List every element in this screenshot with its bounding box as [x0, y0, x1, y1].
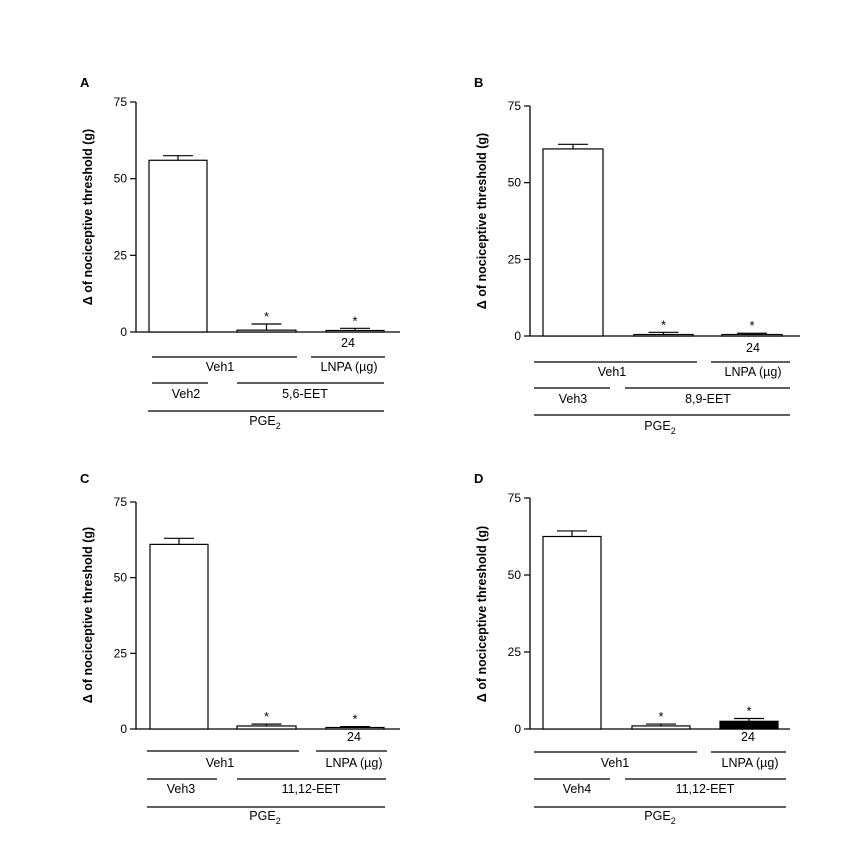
treatment-label-vehicle: Veh2 — [172, 387, 201, 401]
y-tick-label: 50 — [508, 176, 522, 190]
pge-text: PGE — [249, 809, 275, 823]
treatment-label-lnpa: LNPA (µg) — [722, 756, 779, 770]
panel-label: A — [80, 75, 90, 90]
y-axis-label: Δ of nociceptive threshold (g) — [81, 129, 95, 305]
y-tick-label: 75 — [508, 491, 522, 505]
y-tick-label: 0 — [514, 329, 521, 343]
dose-label: 24 — [341, 336, 355, 350]
y-tick-label: 50 — [508, 568, 522, 582]
bar — [325, 329, 385, 333]
pge-text: PGE — [644, 419, 670, 433]
significance-marker: * — [264, 309, 269, 324]
y-tick-label: 25 — [114, 248, 128, 262]
y-tick-label: 75 — [114, 495, 128, 509]
dose-label: 24 — [746, 341, 760, 355]
bar — [325, 726, 385, 730]
y-tick-label: 75 — [508, 99, 522, 113]
pge-subscript: 2 — [276, 816, 281, 826]
significance-marker: * — [264, 709, 269, 724]
treatment-label-veh1: Veh1 — [206, 360, 235, 374]
pge-text: PGE — [249, 414, 275, 428]
panel-a: A 0 25 50 75 Δ of nociceptive threshold (g) * *… — [80, 75, 400, 431]
panel-label: D — [474, 471, 483, 486]
y-tick-label: 0 — [514, 722, 521, 736]
significance-marker: * — [749, 318, 754, 333]
treatment-label-eet: 5,6-EET — [282, 387, 328, 401]
treatment-label-veh1: Veh1 — [601, 756, 630, 770]
y-axis-label: Δ of nociceptive threshold (g) — [475, 133, 489, 309]
significance-marker: * — [352, 712, 357, 727]
y-tick-label: 50 — [114, 172, 128, 186]
significance-marker: * — [661, 317, 666, 332]
bar — [236, 725, 297, 730]
panel-label: C — [80, 471, 90, 486]
significance-marker: * — [352, 313, 357, 328]
treatment-label-vehicle: Veh4 — [563, 782, 592, 796]
bar — [633, 333, 694, 337]
treatment-label-vehicle: Veh3 — [559, 392, 588, 406]
treatment-label-lnpa: LNPA (µg) — [321, 360, 378, 374]
y-axis-label: Δ of nociceptive threshold (g) — [475, 526, 489, 702]
y-tick-label: 50 — [114, 571, 128, 585]
y-tick-label: 0 — [120, 722, 127, 736]
panel-b: B 0 25 50 75 Δ of nociceptive threshold (g) * *… — [474, 75, 800, 436]
y-axis-label: Δ of nociceptive threshold (g) — [81, 527, 95, 703]
treatment-label-eet: 11,12-EET — [282, 782, 341, 796]
treatment-label-lnpa: LNPA (µg) — [725, 365, 782, 379]
y-tick-label: 0 — [120, 325, 127, 339]
bar — [719, 720, 779, 730]
panel-d: D 0 25 50 75 Δ of nociceptive threshold (g) * *… — [474, 471, 790, 826]
bar — [236, 329, 297, 333]
pge-subscript: 2 — [276, 421, 281, 431]
treatment-label-eet: 8,9-EET — [685, 392, 731, 406]
bar — [721, 333, 783, 337]
dose-label: 24 — [741, 730, 755, 744]
treatment-label-pge2: PGE2 — [644, 809, 675, 826]
treatment-label-veh1: Veh1 — [206, 756, 235, 770]
pge-subscript: 2 — [671, 426, 676, 436]
panel-label: B — [474, 75, 483, 90]
treatment-label-veh1: Veh1 — [598, 365, 627, 379]
treatment-label-eet: 11,12-EET — [676, 782, 735, 796]
treatment-label-pge2: PGE2 — [249, 809, 280, 826]
bar — [631, 725, 691, 730]
treatment-label-lnpa: LNPA (µg) — [326, 756, 383, 770]
treatment-label-vehicle: Veh3 — [167, 782, 196, 796]
bar — [148, 159, 208, 333]
panel-c: C 0 25 50 75 Δ of nociceptive threshold (g) * *… — [80, 471, 400, 826]
y-tick-label: 25 — [508, 252, 522, 266]
y-tick-label: 25 — [114, 646, 128, 660]
bar — [149, 543, 209, 730]
pge-text: PGE — [644, 809, 670, 823]
treatment-label-pge2: PGE2 — [644, 419, 675, 436]
treatment-label-pge2: PGE2 — [249, 414, 280, 431]
dose-label: 24 — [347, 730, 361, 744]
bar — [542, 148, 604, 337]
y-tick-label: 25 — [508, 645, 522, 659]
pge-subscript: 2 — [671, 816, 676, 826]
y-tick-label: 75 — [114, 95, 128, 109]
significance-marker: * — [658, 709, 663, 724]
significance-marker: * — [746, 704, 751, 719]
bar — [542, 535, 602, 730]
